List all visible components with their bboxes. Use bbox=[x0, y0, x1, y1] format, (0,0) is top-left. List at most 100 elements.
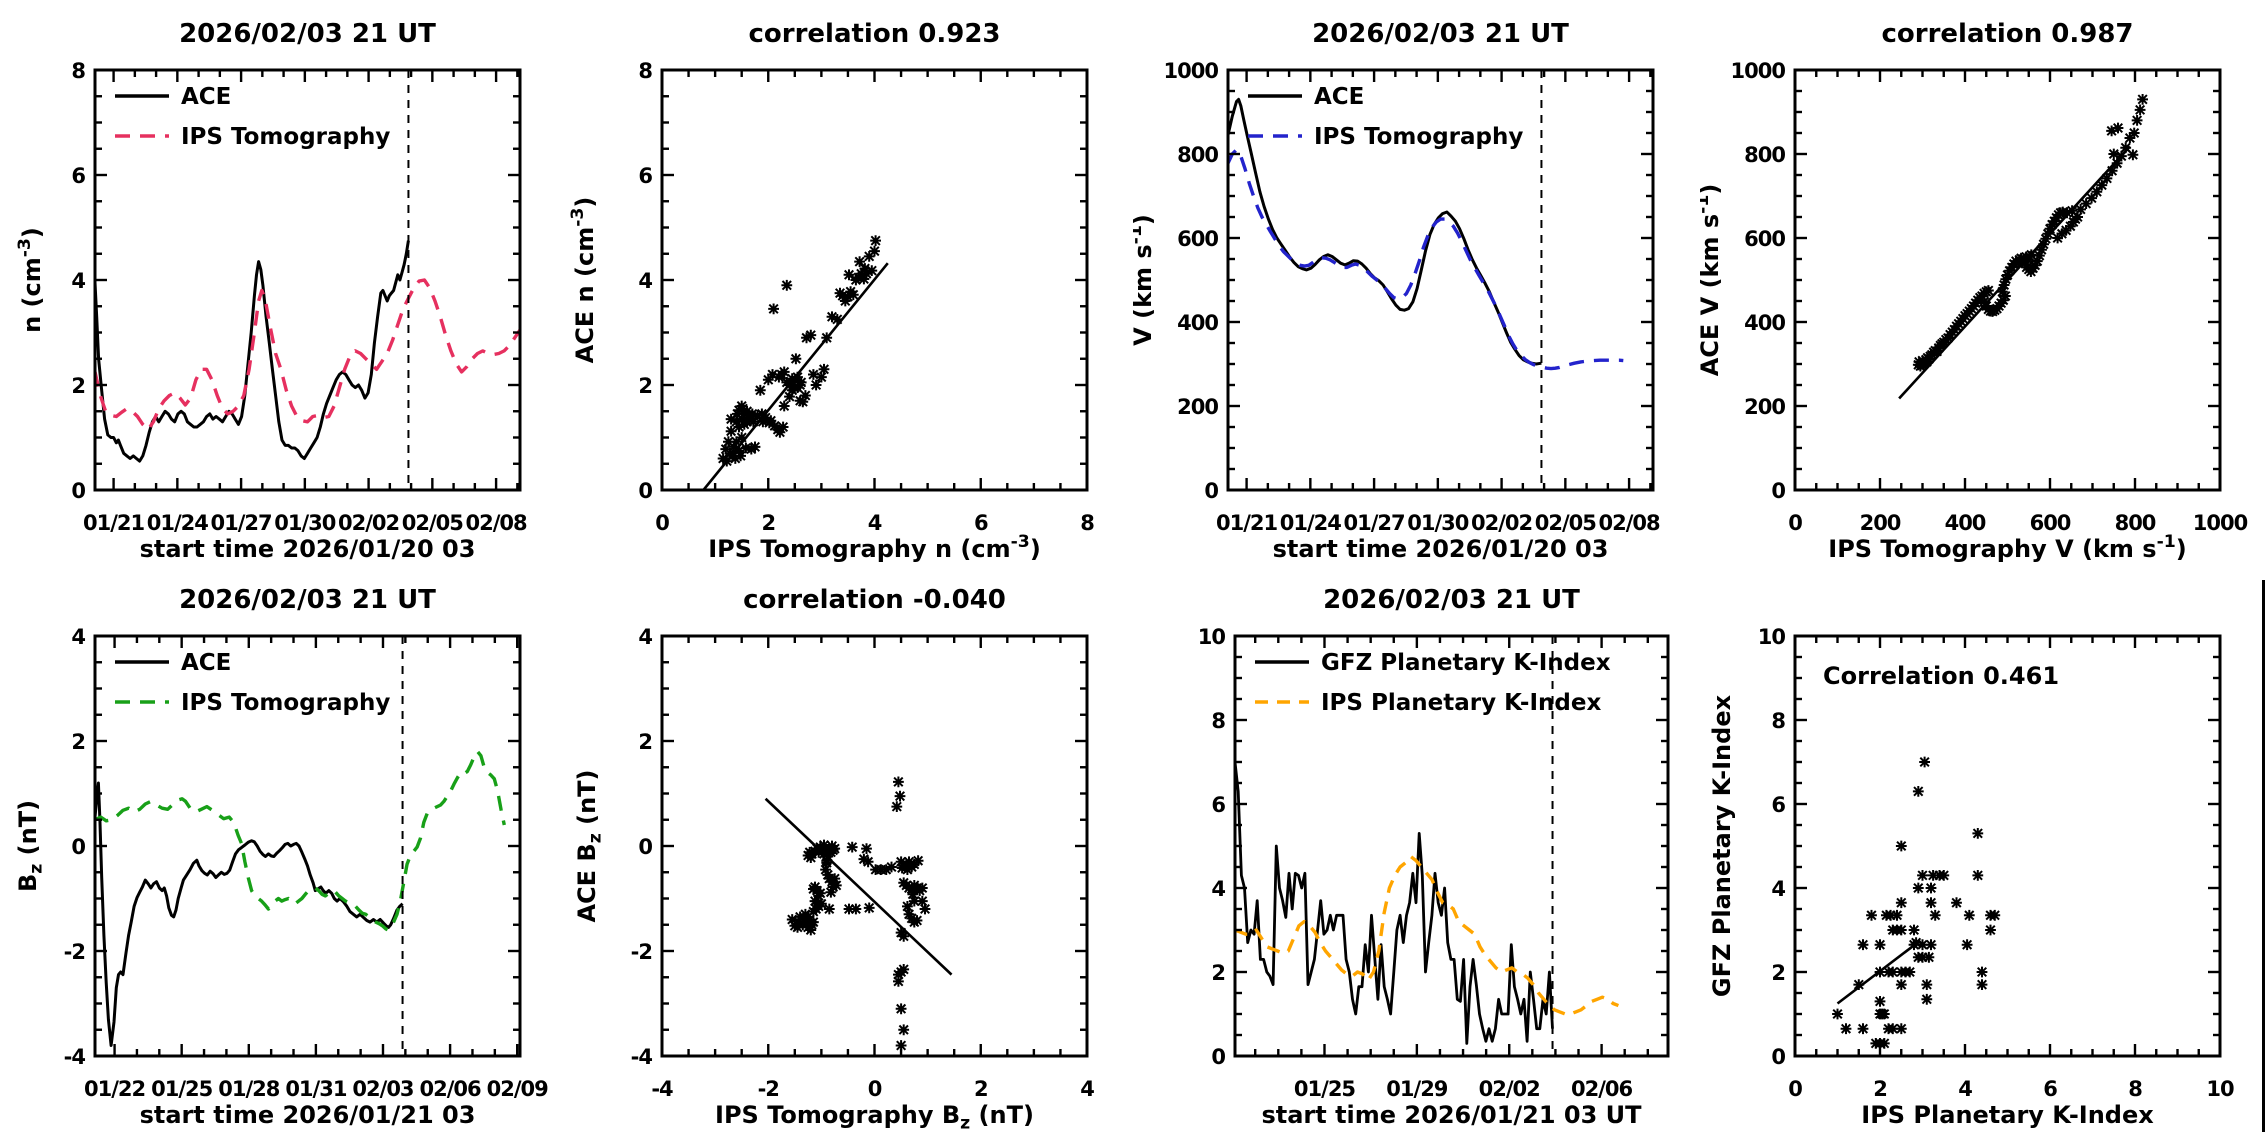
series-ips-planetary-k-index bbox=[1235, 854, 1620, 1016]
x-tick-label: 2 bbox=[1873, 1077, 1887, 1101]
y-tick-label: 2 bbox=[71, 374, 85, 398]
axis-ticks bbox=[95, 68, 520, 492]
y-tick-label: 0 bbox=[638, 835, 652, 859]
series-ips-tomography bbox=[1228, 148, 1624, 371]
x-tick-label: 02/08 bbox=[1599, 511, 1661, 535]
y-tick-label: 10 bbox=[1758, 625, 1786, 649]
y-tick-label: 600 bbox=[1177, 227, 1218, 251]
y-tick-label: 4 bbox=[71, 269, 85, 293]
x-tick-label: 4 bbox=[1080, 1077, 1094, 1101]
y-tick-label: 4 bbox=[71, 625, 85, 649]
x-tick-label: -2 bbox=[758, 1077, 779, 1101]
y-tick-label: 800 bbox=[1177, 143, 1218, 167]
axis-ticks bbox=[660, 634, 1089, 1058]
y-tick-label: 0 bbox=[1204, 479, 1218, 503]
y-tick-label: 200 bbox=[1744, 395, 1785, 419]
series-ace bbox=[95, 240, 410, 463]
y-tick-label: 800 bbox=[1744, 143, 1785, 167]
x-tick-label: 0 bbox=[1788, 1077, 1802, 1101]
chart-velocity-timeseries: 2026/02/03 21 UT start time 2026/01/20 03… bbox=[1126, 19, 1661, 563]
y-tick-label: 0 bbox=[638, 479, 652, 503]
legend-label: IPS Planetary K-Index bbox=[1321, 690, 1601, 716]
axis-ticks bbox=[1793, 68, 2222, 492]
y-tick-label: 8 bbox=[1771, 709, 1785, 733]
x-tick-label: 02/02 bbox=[1471, 511, 1532, 535]
x-tick-label: 2 bbox=[974, 1077, 988, 1101]
x-tick-label: 01/27 bbox=[1344, 511, 1405, 535]
legend-label: IPS Tomography bbox=[181, 124, 390, 150]
y-tick-label: 4 bbox=[638, 625, 652, 649]
x-tick-label: 02/09 bbox=[487, 1077, 549, 1101]
y-tick-label: 400 bbox=[1744, 311, 1785, 335]
y-tick-label: 1000 bbox=[1164, 59, 1219, 83]
x-tick-label: 01/30 bbox=[274, 511, 336, 535]
x-axis-label: start time 2026/01/21 03 bbox=[140, 1101, 476, 1129]
series-ips-tomography bbox=[95, 749, 506, 932]
y-tick-label: 6 bbox=[1211, 793, 1225, 817]
x-tick-label: 8 bbox=[1080, 511, 1094, 535]
legend-label: ACE bbox=[1314, 84, 1364, 110]
y-tick-label: 6 bbox=[71, 164, 85, 188]
y-tick-label: 2 bbox=[71, 730, 85, 754]
x-axis-label: IPS Tomography Bz (nT) bbox=[715, 1101, 1034, 1132]
legend-label: ACE bbox=[181, 650, 231, 676]
y-tick-label: 2 bbox=[638, 374, 652, 398]
chart-bz-scatter: correlation -0.040 IPS Tomography Bz (nT)… bbox=[573, 585, 1095, 1132]
y-tick-label: -4 bbox=[631, 1045, 653, 1069]
axis-ticks bbox=[1235, 634, 1668, 1058]
y-tick-label: -2 bbox=[64, 940, 85, 964]
chart-velocity-scatter: correlation 0.987 IPS Tomography V (km s-… bbox=[1693, 19, 2249, 563]
x-axis-label: start time 2026/01/20 03 bbox=[140, 535, 476, 563]
y-tick-label: 6 bbox=[1771, 793, 1785, 817]
scatter-points bbox=[717, 235, 882, 467]
y-tick-label: 4 bbox=[1211, 877, 1225, 901]
chart-title: 2026/02/03 21 UT bbox=[1312, 19, 1569, 49]
x-tick-label: 01/28 bbox=[218, 1077, 280, 1101]
x-tick-label: 400 bbox=[1945, 511, 1986, 535]
panel-velocity-timeseries: 2026/02/03 21 UT start time 2026/01/20 03… bbox=[1126, 0, 1699, 566]
y-axis-label: GFZ Planetary K-Index bbox=[1708, 694, 1736, 997]
chart-bz-timeseries: 2026/02/03 21 UT start time 2026/01/21 03… bbox=[14, 585, 549, 1129]
x-tick-label: 8 bbox=[2128, 1077, 2142, 1101]
x-tick-label: 01/30 bbox=[1407, 511, 1469, 535]
chart-density-scatter: correlation 0.923 IPS Tomography n (cm-3)… bbox=[568, 19, 1095, 563]
y-axis-label: ACE Bz (nT) bbox=[573, 769, 605, 922]
correlation-annotation: Correlation 0.461 bbox=[1823, 662, 2059, 690]
x-tick-label: 01/25 bbox=[1294, 1077, 1356, 1101]
x-tick-label: 02/06 bbox=[420, 1077, 482, 1101]
series-ace bbox=[95, 781, 404, 1047]
x-tick-label: 02/02 bbox=[1479, 1077, 1540, 1101]
chart-title: 2026/02/03 21 UT bbox=[1323, 585, 1580, 615]
y-tick-label: 2 bbox=[1771, 961, 1785, 985]
y-tick-label: 8 bbox=[1211, 709, 1225, 733]
x-tick-label: 01/22 bbox=[84, 1077, 145, 1101]
x-tick-label: 02/06 bbox=[1571, 1077, 1633, 1101]
y-axis-label: ACE V (km s-1) bbox=[1700, 184, 1724, 377]
series-ace bbox=[1228, 97, 1542, 366]
x-axis-label: IPS Tomography n (cm-3) bbox=[708, 532, 1041, 563]
y-axis-label: Bz (nT) bbox=[14, 800, 46, 892]
x-tick-label: 02/05 bbox=[402, 511, 464, 535]
panel-bz-scatter: correlation -0.040 IPS Tomography Bz (nT)… bbox=[567, 566, 1133, 1132]
x-tick-label: 02/05 bbox=[1535, 511, 1597, 535]
x-tick-label: 01/21 bbox=[1216, 511, 1278, 535]
y-tick-label: 0 bbox=[1211, 1045, 1225, 1069]
panel-bz-timeseries: 2026/02/03 21 UT start time 2026/01/21 03… bbox=[0, 566, 566, 1132]
chart-title: correlation -0.040 bbox=[743, 585, 1006, 615]
x-tick-label: 200 bbox=[1860, 511, 1901, 535]
plot-frame bbox=[660, 634, 1089, 1058]
chart-title: correlation 0.923 bbox=[748, 19, 1000, 49]
panel-kindex-timeseries: 2026/02/03 21 UT start time 2026/01/21 03… bbox=[1133, 566, 1699, 1132]
y-tick-label: 0 bbox=[71, 479, 85, 503]
panel-velocity-scatter: correlation 0.987 IPS Tomography V (km s-… bbox=[1693, 0, 2266, 566]
y-tick-label: -4 bbox=[64, 1045, 86, 1069]
x-tick-label: 2 bbox=[761, 511, 775, 535]
axis-ticks bbox=[95, 634, 520, 1058]
legend-label: GFZ Planetary K-Index bbox=[1321, 650, 1611, 676]
chart-title: 2026/02/03 21 UT bbox=[179, 19, 436, 49]
fit-line bbox=[702, 262, 889, 490]
chart-kindex-scatter: IPS Planetary K-Index GFZ Planetary K-Ind… bbox=[1708, 625, 2235, 1129]
y-tick-label: 200 bbox=[1177, 395, 1218, 419]
y-tick-label: 2 bbox=[1211, 961, 1225, 985]
x-tick-label: -4 bbox=[651, 1077, 673, 1101]
